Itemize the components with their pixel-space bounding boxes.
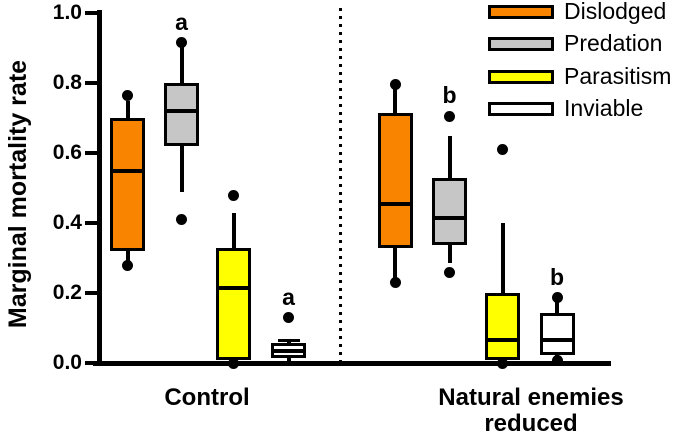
median-line <box>485 338 520 343</box>
y-axis-line <box>97 10 102 366</box>
y-tick <box>85 291 98 295</box>
y-tick <box>85 361 98 365</box>
box-dislodged <box>377 112 413 248</box>
median-line <box>110 168 145 173</box>
lower-whisker <box>125 251 130 264</box>
upper-whisker <box>179 46 184 83</box>
box-inviable <box>539 312 575 355</box>
data-point-dot <box>176 214 187 225</box>
data-point-dot <box>551 355 563 367</box>
upper-whisker <box>555 297 559 313</box>
data-point-dot <box>444 266 455 278</box>
legend-label: Dislodged <box>564 0 667 24</box>
y-tick-label: 0.2 <box>52 281 82 304</box>
data-point-dot <box>176 37 187 49</box>
significance-letter: a <box>282 283 295 310</box>
upper-whisker <box>393 88 397 113</box>
group-divider-dotted-line <box>339 8 342 361</box>
legend-swatch-predation <box>488 37 554 52</box>
data-point-dot <box>228 357 239 369</box>
upper-whisker <box>231 212 236 248</box>
legend-swatch-inviable <box>488 102 554 117</box>
x-group-label: Control <box>164 384 250 411</box>
data-point-dot <box>497 357 508 369</box>
legend-label: Predation <box>564 30 663 57</box>
box-predation <box>164 83 199 146</box>
x-group-label: reduced <box>484 410 578 437</box>
y-tick-label: 0.0 <box>52 351 82 374</box>
median-line <box>216 285 251 290</box>
data-point-dot <box>283 312 294 323</box>
whisker-cap <box>277 338 300 342</box>
median-line <box>432 215 467 220</box>
data-point-dot <box>497 144 508 155</box>
y-tick <box>85 81 98 85</box>
data-point-dot <box>389 79 401 91</box>
data-point-dot <box>122 89 133 101</box>
median-line <box>377 201 413 206</box>
data-point-dot <box>551 292 563 304</box>
y-tick <box>85 151 98 155</box>
lower-whisker <box>447 245 452 264</box>
significance-letter: b <box>549 263 565 290</box>
upper-whisker <box>125 100 130 118</box>
y-tick-label: 1.0 <box>52 1 82 24</box>
y-tick-label: 0.6 <box>52 141 82 164</box>
box-parasitism <box>216 247 251 360</box>
significance-letter: b <box>442 82 457 109</box>
box-dislodged <box>110 118 145 251</box>
y-tick <box>85 11 98 15</box>
box-parasitism <box>485 293 520 360</box>
legend-label: Parasitism <box>564 62 672 89</box>
box-predation <box>432 177 467 246</box>
upper-whisker <box>447 135 452 178</box>
median-line <box>271 348 306 353</box>
legend-swatch-parasitism <box>488 69 554 84</box>
data-point-dot <box>122 259 133 271</box>
data-point-dot <box>389 277 401 288</box>
y-tick-label: 0.4 <box>52 211 82 234</box>
x-axis-line <box>93 361 611 366</box>
legend-label: Inviable <box>564 95 644 122</box>
y-tick-label: 0.8 <box>52 71 82 94</box>
lower-whisker <box>393 247 397 278</box>
median-line <box>164 109 199 113</box>
upper-whisker <box>500 223 505 293</box>
median-line <box>539 338 575 343</box>
y-axis-title: Marginal mortality rate <box>4 59 32 329</box>
legend-swatch-dislodged <box>488 5 554 19</box>
lower-whisker <box>286 357 291 363</box>
data-point-dot <box>228 189 239 201</box>
significance-letter: a <box>175 8 188 35</box>
lower-whisker <box>179 146 184 192</box>
data-point-dot <box>444 110 455 122</box>
x-group-label: Natural enemies <box>438 384 624 411</box>
y-tick <box>85 221 98 225</box>
